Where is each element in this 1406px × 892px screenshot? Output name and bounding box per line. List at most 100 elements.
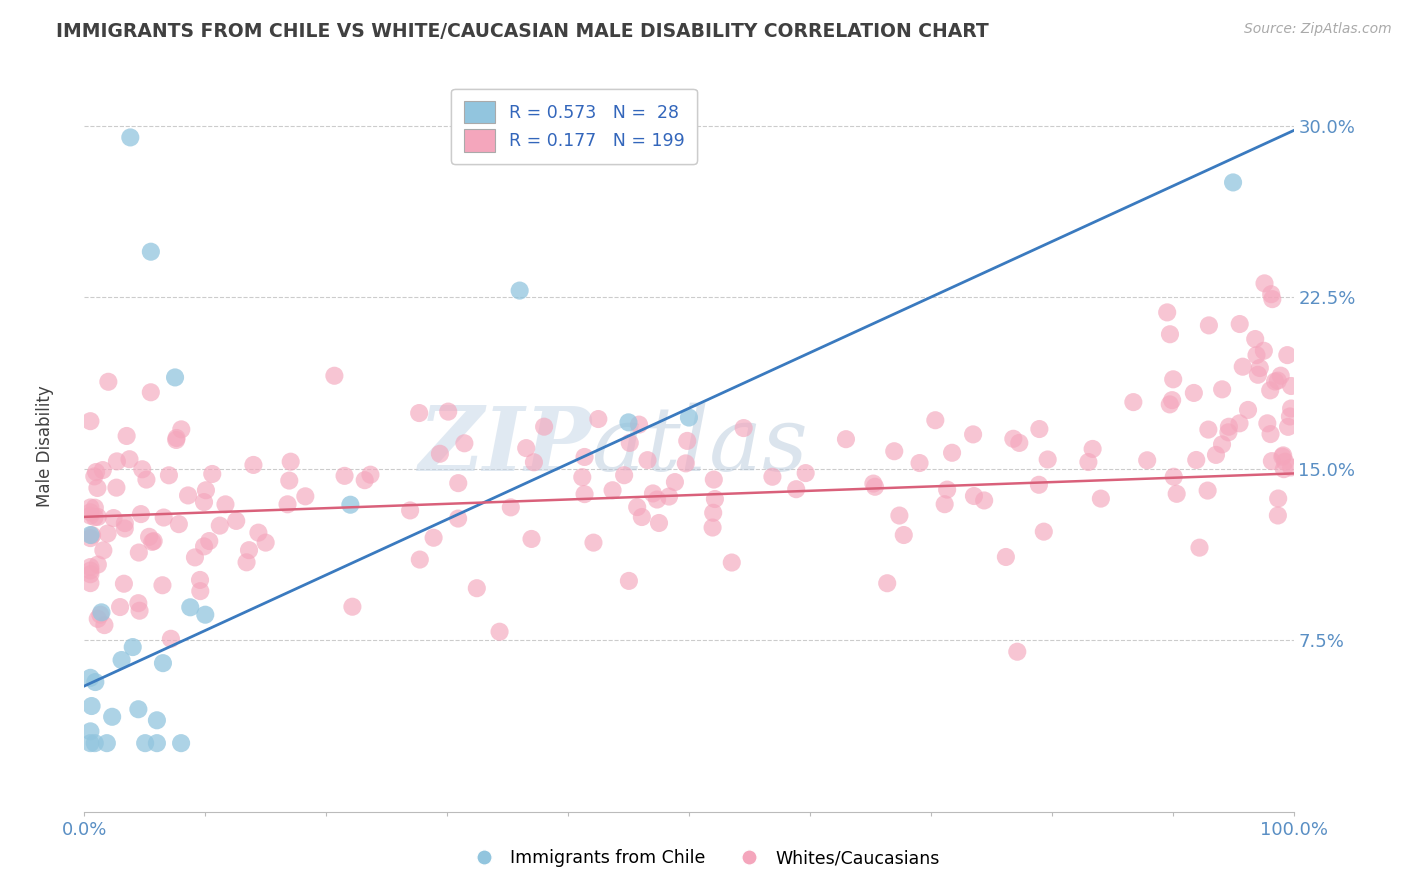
Point bbox=[1277, 420, 1299, 434]
Text: ZIP: ZIP bbox=[419, 403, 592, 489]
Point bbox=[1161, 393, 1184, 408]
Point bbox=[167, 517, 190, 532]
Point bbox=[641, 486, 664, 500]
Point bbox=[157, 468, 180, 483]
Point bbox=[908, 456, 931, 470]
Point bbox=[648, 516, 671, 530]
Point bbox=[785, 482, 807, 496]
Point bbox=[87, 558, 110, 572]
Point bbox=[429, 447, 451, 461]
Point bbox=[93, 618, 115, 632]
Point bbox=[520, 532, 543, 546]
Point bbox=[1166, 487, 1188, 501]
Point bbox=[863, 480, 886, 494]
Point bbox=[574, 450, 596, 464]
Point bbox=[280, 455, 302, 469]
Point bbox=[1260, 427, 1282, 442]
Point bbox=[79, 576, 101, 591]
Text: IMMIGRANTS FROM CHILE VS WHITE/CAUCASIAN MALE DISABILITY CORRELATION CHART: IMMIGRANTS FROM CHILE VS WHITE/CAUCASIAN… bbox=[56, 22, 988, 41]
Point bbox=[118, 452, 141, 467]
Point bbox=[142, 534, 165, 549]
Point bbox=[447, 511, 470, 525]
Point bbox=[934, 497, 956, 511]
Point bbox=[146, 714, 169, 728]
Point bbox=[1274, 455, 1296, 469]
Point bbox=[1156, 305, 1178, 319]
Point bbox=[170, 736, 193, 750]
Point bbox=[170, 422, 193, 436]
Point bbox=[702, 520, 724, 534]
Point bbox=[936, 483, 959, 497]
Point bbox=[339, 498, 361, 512]
Point bbox=[333, 468, 356, 483]
Point bbox=[924, 413, 946, 427]
Point bbox=[83, 736, 105, 750]
Point bbox=[201, 467, 224, 481]
Point bbox=[1218, 425, 1240, 440]
Legend: R = 0.573   N =  28, R = 0.177   N = 199: R = 0.573 N = 28, R = 0.177 N = 199 bbox=[451, 89, 696, 164]
Point bbox=[342, 599, 364, 614]
Point bbox=[214, 497, 236, 511]
Point bbox=[83, 469, 105, 483]
Point bbox=[194, 483, 217, 498]
Point bbox=[645, 492, 668, 507]
Point bbox=[1244, 332, 1267, 346]
Point bbox=[1218, 419, 1240, 434]
Point bbox=[1267, 508, 1289, 523]
Point bbox=[1267, 491, 1289, 506]
Point bbox=[1185, 453, 1208, 467]
Point bbox=[86, 481, 108, 495]
Point bbox=[1270, 368, 1292, 383]
Point bbox=[399, 503, 422, 517]
Point bbox=[1246, 348, 1268, 362]
Point bbox=[1032, 524, 1054, 539]
Point bbox=[146, 736, 169, 750]
Point bbox=[893, 528, 915, 542]
Point bbox=[509, 284, 531, 298]
Point bbox=[278, 474, 301, 488]
Point bbox=[188, 573, 211, 587]
Point bbox=[79, 531, 101, 545]
Point bbox=[1229, 317, 1251, 331]
Point bbox=[1159, 327, 1181, 342]
Point bbox=[114, 516, 136, 530]
Point bbox=[105, 454, 128, 468]
Point bbox=[160, 632, 183, 646]
Point bbox=[1237, 403, 1260, 417]
Point bbox=[165, 370, 187, 384]
Point bbox=[1197, 423, 1219, 437]
Point bbox=[523, 455, 546, 469]
Point bbox=[1008, 436, 1031, 450]
Point bbox=[1188, 541, 1211, 555]
Point bbox=[1028, 477, 1050, 491]
Point bbox=[488, 624, 510, 639]
Point bbox=[703, 491, 725, 506]
Point bbox=[79, 414, 101, 428]
Point bbox=[101, 710, 124, 724]
Point bbox=[973, 493, 995, 508]
Point bbox=[138, 530, 160, 544]
Point bbox=[515, 441, 537, 455]
Point bbox=[1077, 455, 1099, 469]
Point bbox=[84, 675, 107, 690]
Point bbox=[437, 404, 460, 418]
Point bbox=[1232, 359, 1254, 374]
Point bbox=[1261, 454, 1284, 468]
Point bbox=[128, 604, 150, 618]
Point bbox=[1272, 462, 1295, 476]
Point bbox=[82, 528, 104, 542]
Point bbox=[1205, 448, 1227, 462]
Point bbox=[1279, 379, 1302, 393]
Point bbox=[110, 653, 132, 667]
Point bbox=[994, 549, 1017, 564]
Point bbox=[1249, 361, 1271, 376]
Point bbox=[1007, 645, 1029, 659]
Point bbox=[103, 511, 125, 525]
Point bbox=[177, 488, 200, 502]
Point bbox=[626, 500, 648, 515]
Point bbox=[135, 473, 157, 487]
Point bbox=[105, 481, 128, 495]
Point bbox=[678, 410, 700, 425]
Point bbox=[617, 574, 640, 588]
Point bbox=[1159, 397, 1181, 411]
